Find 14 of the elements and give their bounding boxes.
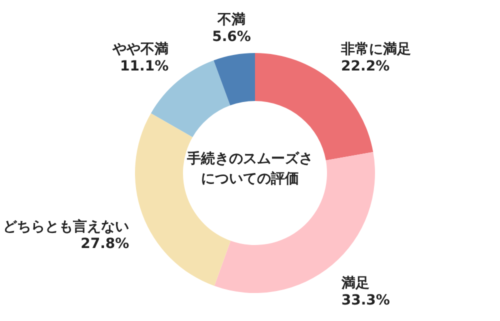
slice-label: 満足 <box>340 275 370 292</box>
slice-label: 非常に満足 <box>340 41 412 58</box>
donut-slice <box>135 113 231 286</box>
text: 手続きのスムーズさについての評価 <box>186 150 313 187</box>
data-label: 33.3% <box>341 292 390 308</box>
donut-slice <box>214 53 255 106</box>
data-label: 11.1% <box>120 58 169 75</box>
data-label: 27.8% <box>80 236 130 252</box>
slice-label: 不満 <box>216 12 246 28</box>
slice-label: どちらとも言えない <box>3 218 130 236</box>
donut-slice <box>214 152 375 293</box>
slice-label: やや不満 <box>112 42 169 58</box>
data-label: 5.6% <box>212 29 251 46</box>
data-label: 22.2% <box>341 58 390 74</box>
